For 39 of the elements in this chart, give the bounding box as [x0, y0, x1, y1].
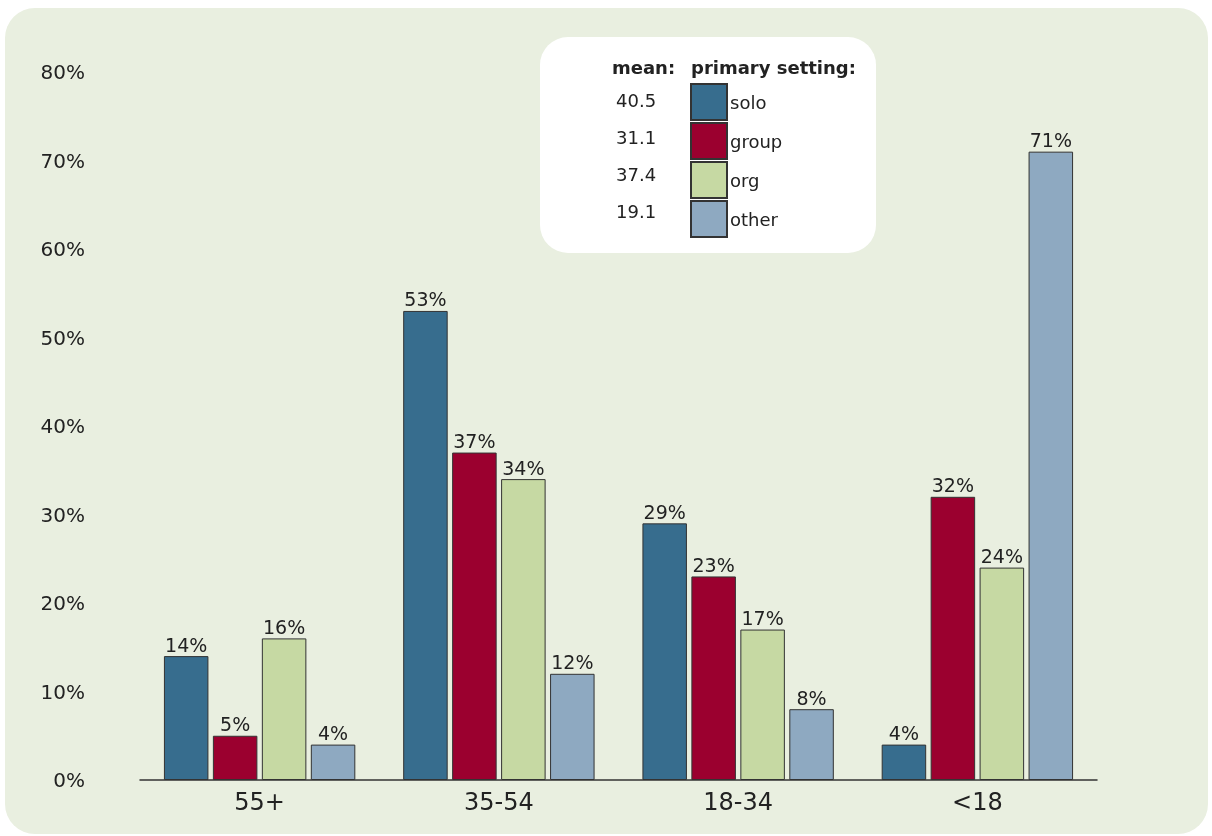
- data-label: 16%: [262, 615, 306, 638]
- x-tick-label: <18: [952, 788, 1003, 816]
- annotation: 37.4: [616, 163, 657, 185]
- annotation: 31.1: [616, 126, 657, 148]
- data-label: 24%: [980, 545, 1023, 568]
- data-label: 34%: [502, 456, 545, 479]
- x-tick-label: 55+: [234, 788, 285, 816]
- y-tick-label: 0%: [53, 768, 85, 792]
- y-tick-label: 10%: [40, 679, 85, 704]
- x-tick-label: 18-34: [703, 788, 773, 816]
- data-label: 17%: [741, 607, 784, 630]
- y-tick-label: 70%: [40, 148, 85, 173]
- data-label: 23%: [692, 553, 735, 576]
- data-label: 53%: [404, 288, 447, 311]
- y-tick-label: 40%: [40, 414, 85, 438]
- legend-label: other: [730, 208, 779, 230]
- legend-title: primary setting:: [691, 56, 856, 78]
- data-label: 5%: [220, 713, 251, 736]
- data-label: 4%: [317, 722, 349, 745]
- annotation: 40.5: [616, 89, 657, 111]
- y-tick-label: 30%: [40, 502, 85, 527]
- data-label: 32%: [931, 474, 975, 497]
- data-label: 14%: [165, 633, 208, 656]
- y-tick-label: 80%: [40, 60, 85, 84]
- annotation: 19.1: [616, 200, 657, 222]
- y-tick-label: 60%: [40, 237, 85, 261]
- data-label: 8%: [796, 686, 827, 709]
- annotation: mean:: [612, 56, 676, 78]
- legend-label: solo: [730, 91, 767, 113]
- data-label: 37%: [453, 430, 496, 453]
- y-tick-label: 20%: [40, 591, 85, 615]
- data-label: 12%: [551, 651, 594, 674]
- legend-label: org: [730, 169, 760, 191]
- y-tick-label: 50%: [40, 325, 85, 350]
- data-label: 4%: [888, 722, 920, 745]
- legend-label: group: [730, 130, 783, 152]
- data-label: 29%: [643, 500, 686, 523]
- x-tick-label: 35-54: [464, 788, 534, 816]
- data-label: 71%: [1029, 129, 1072, 152]
